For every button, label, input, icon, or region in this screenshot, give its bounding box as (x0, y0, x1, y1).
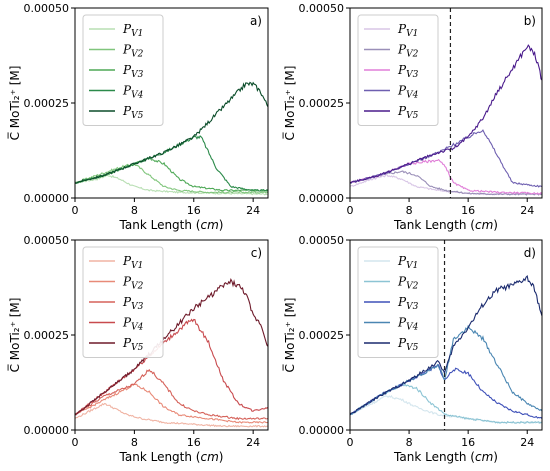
panel-4: 0 8 16 24 0.00000 0.00025 0.00050 Tank Length (… (282, 234, 543, 464)
x-axis-label: Tank Length (cm) (119, 450, 224, 464)
legend-entry-v1: PV1 (397, 22, 418, 39)
x-axis-label: Tank Length (cm) (393, 218, 498, 232)
legend-entry-v5: PV5 (122, 336, 144, 353)
x-tick-label: 8 (131, 204, 138, 217)
panel-letter-label: d) (524, 246, 536, 260)
legend-entry-v3: PV3 (122, 295, 144, 312)
x-tick-label: 8 (406, 436, 413, 449)
series-line-v4 (74, 135, 269, 192)
series-line-v2 (349, 383, 543, 424)
series-line-v5 (74, 277, 269, 416)
y-tick-label: 0.00050 (299, 2, 345, 15)
legend-entry-v2: PV2 (397, 275, 419, 292)
legend-box (82, 14, 164, 126)
y-tick-label: 0.00025 (24, 97, 70, 110)
legend-entry-v1: PV1 (122, 254, 143, 271)
x-tick-label: 8 (406, 204, 413, 217)
y-tick-label: 0.00050 (24, 2, 70, 15)
series-line-v3 (74, 157, 269, 192)
x-tick-label: 24 (246, 436, 260, 449)
panel-letter-label: c) (251, 246, 262, 260)
panel-letter-label: a) (250, 14, 262, 28)
legend-entry-v3: PV3 (397, 63, 419, 80)
legend-box (82, 246, 164, 358)
legend-entry-v5: PV5 (122, 104, 144, 121)
y-tick-label: 0.00000 (24, 192, 70, 205)
legend-entry-v1: PV1 (397, 254, 418, 271)
series-line-v5 (74, 81, 269, 184)
series-line-v2 (74, 383, 269, 424)
x-tick-label: 24 (246, 204, 260, 217)
series-line-v4 (349, 129, 543, 188)
x-tick-label: 0 (347, 204, 354, 217)
y-tick-label: 0.00025 (299, 97, 345, 110)
panel-3: 0 8 16 24 0.00000 0.00025 0.00050 Tank Length (… (7, 234, 269, 464)
series-line-v2 (74, 163, 269, 194)
y-tick-label: 0.00050 (299, 234, 345, 247)
panel-1: 0 8 16 24 0.00000 0.00025 0.00050 Tank Length (… (7, 2, 269, 232)
y-axis-label: C̅ MoTi₂⁺ [M] (7, 298, 22, 373)
x-tick-label: 24 (520, 204, 534, 217)
x-tick-label: 16 (187, 204, 201, 217)
legend-entry-v5: PV5 (397, 104, 419, 121)
x-tick-label: 0 (72, 204, 79, 217)
y-axis-label: C̅ MoTi₂⁺ [M] (7, 66, 22, 141)
x-tick-label: 8 (131, 436, 138, 449)
legend-entry-v2: PV2 (122, 43, 144, 60)
legend-entry-v5: PV5 (397, 336, 419, 353)
x-tick-label: 24 (520, 436, 534, 449)
legend-box (357, 14, 439, 126)
legend-box (357, 246, 439, 358)
panel-2: 0 8 16 24 0.00000 0.00025 0.00050 Tank Length (… (282, 2, 543, 232)
x-tick-label: 16 (461, 436, 475, 449)
x-tick-label: 16 (461, 204, 475, 217)
x-tick-label: 0 (347, 436, 354, 449)
legend-entry-v4: PV4 (122, 84, 144, 101)
y-tick-label: 0.00050 (24, 234, 70, 247)
series-line-v1 (74, 402, 269, 428)
y-tick-label: 0.00025 (24, 329, 70, 342)
series-line-v1 (349, 394, 543, 424)
series-line-v4 (74, 318, 269, 416)
legend-entry-v2: PV2 (397, 43, 419, 60)
y-tick-label: 0.00000 (299, 424, 345, 437)
legend-entry-v2: PV2 (122, 275, 144, 292)
y-axis-label: C̅ MoTi₂⁺ [M] (282, 298, 297, 373)
series-line-v5 (349, 44, 543, 184)
x-tick-label: 0 (72, 436, 79, 449)
series-line-v5 (349, 274, 543, 416)
legend-entry-v3: PV3 (397, 295, 419, 312)
legend-entry-v4: PV4 (122, 316, 144, 333)
series-line-v1 (349, 173, 543, 196)
y-tick-label: 0.00000 (24, 424, 70, 437)
x-axis-label: Tank Length (cm) (393, 450, 498, 464)
x-tick-label: 16 (187, 436, 201, 449)
legend-entry-v1: PV1 (122, 22, 143, 39)
y-axis-label: C̅ MoTi₂⁺ [M] (282, 66, 297, 141)
y-tick-label: 0.00025 (299, 329, 345, 342)
legend-entry-v4: PV4 (397, 316, 419, 333)
x-axis-label: Tank Length (cm) (119, 218, 224, 232)
y-tick-label: 0.00000 (299, 192, 345, 205)
legend-entry-v4: PV4 (397, 84, 419, 101)
panel-letter-label: b) (524, 14, 536, 28)
legend-entry-v3: PV3 (122, 63, 144, 80)
series-line-v3 (74, 368, 269, 421)
